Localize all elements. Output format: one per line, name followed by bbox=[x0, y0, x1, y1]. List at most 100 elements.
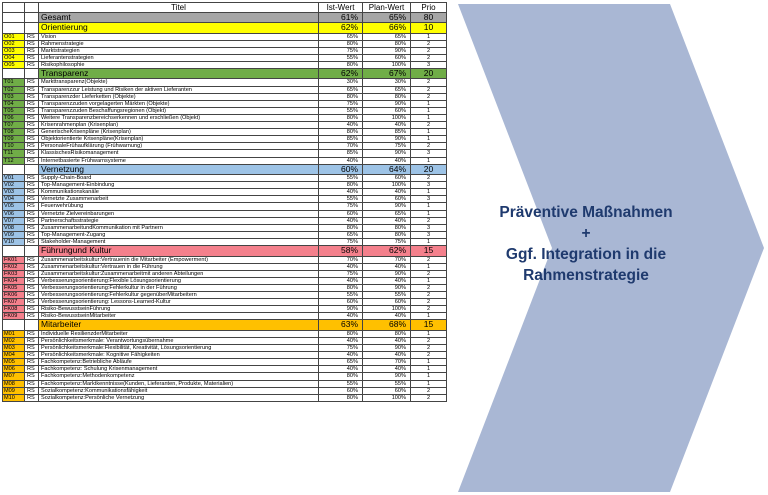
table-row: M06 RS Fachkompetenz: Schulung Krisenmanag… bbox=[2, 365, 447, 374]
row-rs: RS bbox=[24, 78, 39, 87]
table-row: V06 RS Vernetzte Zielvereinbarungen 60% 65% 1 bbox=[2, 209, 447, 218]
table-row: T02 RS Transparenzzur Leistung und Risiken… bbox=[2, 85, 447, 94]
row-title: PersonaleFrühaufklärung (Frühwarnung) bbox=[38, 142, 319, 151]
section-prio: 10 bbox=[410, 22, 447, 34]
row-plan: 40% bbox=[362, 336, 411, 346]
row-id: M06 bbox=[2, 365, 25, 374]
row-plan: 80% bbox=[362, 329, 411, 338]
row-rs: RS bbox=[24, 283, 39, 293]
row-plan: 75% bbox=[362, 237, 411, 247]
row-id: FK05 bbox=[2, 283, 25, 293]
row-ist: 80% bbox=[318, 60, 363, 69]
callout-text: Präventive Maßnahmen + Ggf. Integration … bbox=[470, 202, 702, 286]
header-title: Titel bbox=[38, 2, 319, 13]
row-rs: RS bbox=[24, 121, 39, 130]
row-plan: 40% bbox=[362, 312, 411, 321]
row-id: T04 bbox=[2, 99, 25, 108]
row-rs: RS bbox=[24, 344, 39, 353]
row-id: T05 bbox=[2, 106, 25, 115]
table-row: V01 RS Supply-Chain-Board 55% 60% 2 bbox=[2, 174, 447, 183]
row-rs: RS bbox=[24, 269, 39, 278]
total-id-cell bbox=[2, 12, 25, 23]
callout-chevron bbox=[458, 4, 764, 492]
row-ist: 55% bbox=[318, 106, 363, 115]
row-plan: 80% bbox=[362, 39, 411, 48]
row-plan: 100% bbox=[362, 393, 411, 402]
row-rs: RS bbox=[24, 386, 39, 395]
row-id: T06 bbox=[2, 113, 25, 123]
row-ist: 40% bbox=[318, 336, 363, 346]
section-row: Mitarbeiter 63% 68% 15 bbox=[2, 319, 447, 331]
row-id: M07 bbox=[2, 372, 25, 381]
row-rs: RS bbox=[24, 156, 39, 165]
row-id: V01 bbox=[2, 174, 25, 183]
row-rs: RS bbox=[24, 262, 39, 271]
row-rs: RS bbox=[24, 255, 39, 264]
callout-line-1: Präventive Maßnahmen bbox=[499, 204, 673, 221]
row-rs: RS bbox=[24, 39, 39, 48]
table-row: O02 RS Rahmenstrategie 80% 80% 2 bbox=[2, 39, 447, 48]
section-title: Orientierung bbox=[38, 22, 319, 34]
table-row: T04 RS Transparenzzuden vorgelagerten Märk… bbox=[2, 99, 447, 108]
row-prio: 2 bbox=[410, 142, 447, 151]
row-title: Top-Management-Einbindung bbox=[38, 181, 319, 190]
table-row: V09 RS Top-Management-Zugang 65% 80% 3 bbox=[2, 230, 447, 239]
row-ist: 40% bbox=[318, 262, 363, 271]
table-row: O05 RS Risikophilosophie 80% 100% 3 bbox=[2, 60, 447, 69]
chevron-shape bbox=[458, 4, 764, 492]
section-plan: 62% bbox=[362, 245, 411, 257]
row-ist: 40% bbox=[318, 276, 363, 285]
row-prio: 1 bbox=[410, 188, 447, 197]
table-row: T12 RS Internetbasierte Frühwarnsysteme 40%… bbox=[2, 156, 447, 165]
row-title: Stakeholder-Management bbox=[38, 237, 319, 247]
total-prio: 80 bbox=[410, 12, 447, 23]
row-prio: 3 bbox=[410, 230, 447, 239]
section-id-cell bbox=[2, 22, 25, 34]
row-ist: 80% bbox=[318, 283, 363, 293]
table-row: FK07 RS Verbesserungsorientierung: Lessons… bbox=[2, 298, 447, 307]
row-prio: 2 bbox=[410, 298, 447, 307]
row-id: T11 bbox=[2, 149, 25, 158]
row-id: T02 bbox=[2, 85, 25, 94]
section-title: Mitarbeiter bbox=[38, 319, 319, 331]
table-row: M05 RS Fachkompetenz:Betriebliche Abläufe 6… bbox=[2, 358, 447, 367]
section-row: Transparenz 62% 67% 20 bbox=[2, 67, 447, 80]
row-rs: RS bbox=[24, 379, 39, 388]
row-id: O03 bbox=[2, 46, 25, 55]
table-row: O01 RS Vision 65% 65% 1 bbox=[2, 32, 447, 41]
row-ist: 75% bbox=[318, 46, 363, 55]
row-id: O05 bbox=[2, 60, 25, 69]
row-prio: 2 bbox=[410, 39, 447, 48]
table-row: M03 RS Persönlichkeitsmerkmale:Flexibilitä… bbox=[2, 344, 447, 353]
row-plan: 90% bbox=[362, 149, 411, 158]
row-ist: 75% bbox=[318, 237, 363, 247]
row-title: Krisenrahmenplan (Krisenplan) bbox=[38, 121, 319, 130]
row-plan: 100% bbox=[362, 181, 411, 190]
row-ist: 60% bbox=[318, 386, 363, 395]
row-prio: 2 bbox=[410, 85, 447, 94]
row-ist: 60% bbox=[318, 298, 363, 307]
row-prio: 3 bbox=[410, 149, 447, 158]
row-prio: 1 bbox=[410, 276, 447, 285]
row-plan: 90% bbox=[362, 269, 411, 278]
section-prio: 15 bbox=[410, 245, 447, 257]
section-id-cell bbox=[2, 319, 25, 331]
row-ist: 80% bbox=[318, 393, 363, 402]
row-title: Fachkompetenz:Marktkenntnisse(Kunden, Li… bbox=[38, 379, 319, 388]
row-id: FK03 bbox=[2, 269, 25, 278]
section-ist: 62% bbox=[318, 22, 363, 34]
row-ist: 80% bbox=[318, 39, 363, 48]
row-ist: 80% bbox=[318, 181, 363, 190]
row-id: V03 bbox=[2, 188, 25, 197]
row-plan: 80% bbox=[362, 230, 411, 239]
row-title: Internetbasierte Frühwarnsysteme bbox=[38, 156, 319, 165]
table-row: FK03 RS Zusammenarbeitskultur:Zusammenarbe… bbox=[2, 269, 447, 278]
row-prio: 2 bbox=[410, 216, 447, 225]
row-title: Verbesserungsorientierung:Fehlerkultur i… bbox=[38, 283, 319, 293]
row-title: Vernetzte Zusammenarbeit bbox=[38, 195, 319, 204]
row-id: V06 bbox=[2, 209, 25, 218]
row-prio: 2 bbox=[410, 174, 447, 183]
table-row: V07 RS Partnerschaftsstrategie 40% 40% 2 bbox=[2, 216, 447, 225]
callout-line-3: Ggf. Integration in die bbox=[505, 246, 667, 263]
row-plan: 100% bbox=[362, 60, 411, 69]
